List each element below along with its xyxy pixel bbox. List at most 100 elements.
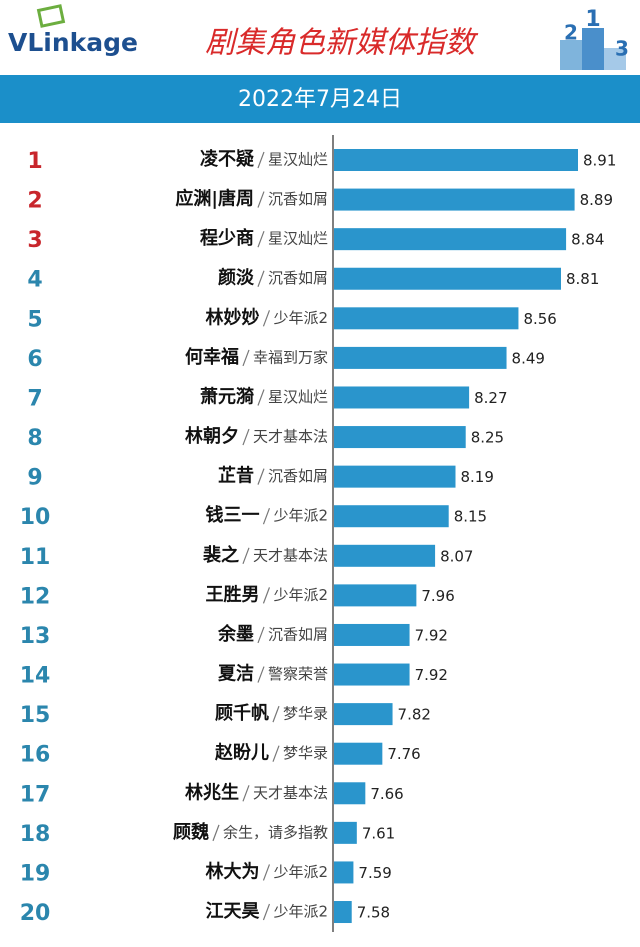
separator — [257, 626, 265, 644]
rank: 18 — [20, 822, 51, 847]
value-label: 7.66 — [370, 785, 403, 803]
value-label: 8.19 — [461, 468, 494, 486]
bar — [334, 782, 366, 805]
podium-digit: 3 — [615, 37, 629, 61]
value-label: 8.07 — [440, 547, 473, 565]
show-label: 余生，请多指教 — [223, 823, 328, 841]
name-label: 林兆生 — [185, 781, 239, 803]
name-label: 凌不疑 — [200, 148, 254, 170]
rank: 10 — [20, 505, 51, 530]
name-label: 顾千帆 — [215, 702, 269, 724]
show-label: 沉香如屑 — [268, 190, 328, 208]
separator — [272, 705, 280, 723]
value-label: 8.15 — [454, 508, 487, 526]
separator — [257, 151, 265, 169]
separator — [242, 428, 250, 446]
show-label: 警察荣誉 — [268, 665, 328, 683]
show-label: 少年派2 — [273, 309, 328, 327]
podium: 2 1 3 — [560, 7, 629, 70]
rank: 9 — [27, 466, 42, 491]
separator — [262, 310, 271, 327]
value-label: 8.84 — [571, 231, 604, 249]
rank: 15 — [20, 703, 51, 728]
name-label: 江天昊 — [205, 901, 259, 922]
show-label: 天才基本法 — [253, 428, 328, 446]
rank: 4 — [27, 268, 42, 293]
name-label: 赵盼儿 — [214, 742, 269, 764]
value-label: 8.91 — [583, 152, 616, 170]
show-label: 星汉灿烂 — [268, 230, 328, 248]
rank: 14 — [20, 664, 51, 689]
rank: 12 — [20, 584, 51, 609]
separator — [257, 191, 265, 208]
bar — [334, 307, 519, 330]
name-label: 林朝夕 — [185, 425, 239, 447]
show-label: 星汉灿烂 — [268, 151, 328, 169]
bar — [334, 623, 410, 646]
rank: 11 — [20, 545, 51, 570]
subtitle: 2022年7月24日 — [238, 87, 402, 112]
value-label: 7.96 — [421, 587, 454, 605]
name-label: 林妙妙 — [205, 306, 259, 328]
rank: 16 — [20, 743, 51, 768]
separator — [257, 270, 265, 287]
bar — [334, 663, 410, 686]
name-label: 余墨 — [217, 623, 254, 645]
show-label: 天才基本法 — [253, 784, 328, 802]
separator — [212, 824, 220, 842]
separator — [257, 468, 265, 485]
name-label: 何幸福 — [185, 346, 239, 368]
name-label: 王胜男 — [205, 584, 259, 605]
rank: 1 — [27, 149, 42, 174]
logo: VLinkage — [8, 28, 138, 57]
name-label: 裴之 — [202, 544, 239, 566]
rank: 19 — [20, 861, 51, 886]
value-label: 7.92 — [415, 666, 448, 684]
separator — [272, 745, 280, 762]
value-label: 7.59 — [358, 864, 391, 882]
rank: 6 — [27, 347, 42, 372]
podium-block — [582, 28, 604, 70]
bar — [334, 901, 352, 924]
bar — [334, 821, 357, 844]
value-label: 7.82 — [398, 706, 431, 724]
show-label: 星汉灿烂 — [268, 388, 328, 406]
bar — [334, 386, 470, 409]
value-label: 8.27 — [474, 389, 507, 407]
bar — [334, 584, 417, 607]
value-label: 7.92 — [415, 626, 448, 644]
show-label: 少年派2 — [273, 507, 328, 525]
rank: 20 — [20, 901, 51, 926]
separator — [242, 785, 250, 802]
rank: 3 — [27, 228, 42, 253]
bar — [334, 228, 567, 251]
podium-digit: 1 — [585, 7, 600, 32]
rank: 17 — [20, 782, 51, 807]
value-label: 8.81 — [566, 270, 599, 288]
name-label: 顾魏 — [173, 821, 209, 843]
value-label: 7.61 — [362, 824, 395, 842]
separator — [257, 230, 265, 248]
name-label: 夏洁 — [218, 663, 254, 685]
bar — [334, 505, 449, 528]
separator — [257, 666, 265, 683]
name-label: 钱三一 — [205, 504, 259, 526]
show-label: 梦华录 — [283, 744, 328, 762]
rank: 8 — [27, 426, 42, 451]
rank: 2 — [27, 189, 42, 214]
name-label: 程少商 — [200, 227, 254, 249]
separator — [242, 547, 250, 565]
separator — [262, 903, 271, 921]
separator — [262, 508, 271, 525]
date-band — [0, 75, 640, 123]
rank: 13 — [20, 624, 51, 649]
name-label: 芷昔 — [218, 465, 254, 487]
value-label: 7.76 — [387, 745, 420, 763]
value-label: 8.89 — [580, 191, 613, 209]
bar — [334, 703, 393, 726]
show-label: 幸福到万家 — [253, 348, 328, 366]
separator — [242, 349, 250, 367]
bar — [334, 742, 383, 765]
